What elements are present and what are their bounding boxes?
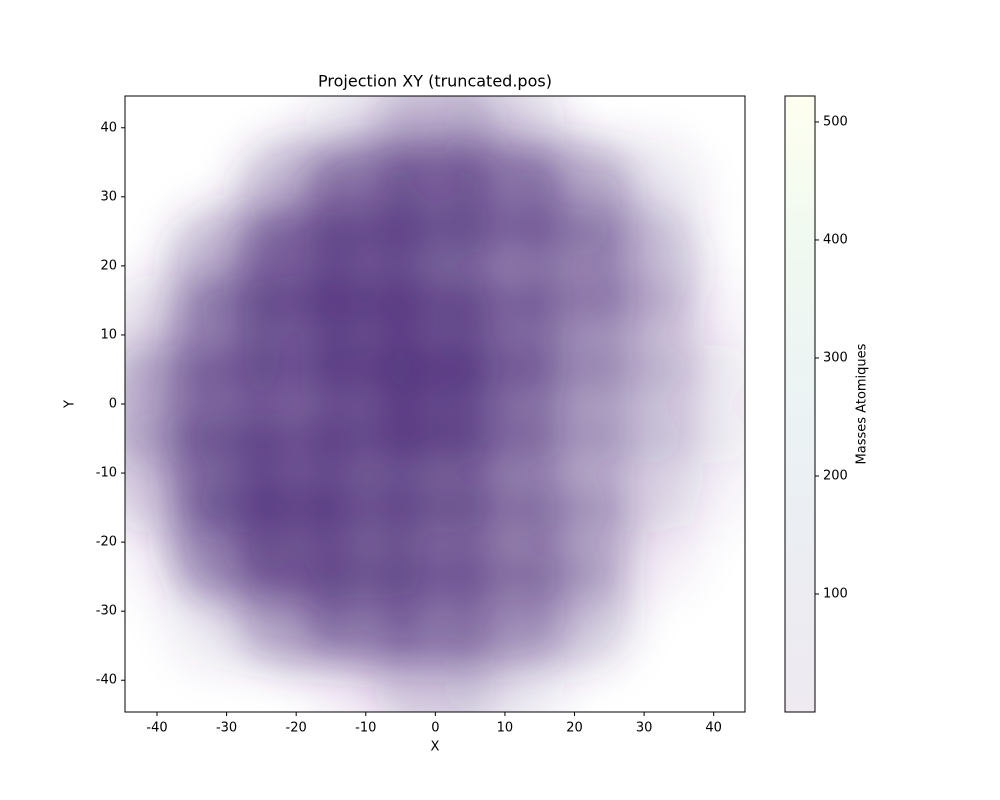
y-tick-label: -20 <box>96 535 117 550</box>
x-tick-label: 0 <box>431 721 439 736</box>
x-tick-label: -30 <box>216 721 237 736</box>
colorbar-tick-label: 100 <box>823 586 848 601</box>
y-tick-label: -30 <box>96 604 117 619</box>
y-axis-label: Y <box>63 400 78 409</box>
y-tick-label: 40 <box>100 120 117 135</box>
colorbar-tick-label: 400 <box>823 232 848 247</box>
y-tick-label: -10 <box>96 466 117 481</box>
x-tick-label: 30 <box>636 721 653 736</box>
colorbar-tick-label: 500 <box>823 114 848 129</box>
x-tick-label: 40 <box>705 721 722 736</box>
x-tick-label: 20 <box>566 721 583 736</box>
x-tick-label: 10 <box>497 721 514 736</box>
x-tick-label: -10 <box>355 721 376 736</box>
y-tick-label: 10 <box>100 327 117 342</box>
density-cloud <box>445 621 565 712</box>
colorbar-label: Masses Atomiques <box>855 343 870 464</box>
x-tick-label: -40 <box>146 721 167 736</box>
chart-title: Projection XY (truncated.pos) <box>318 72 552 91</box>
colorbar-tick-label: 200 <box>823 468 848 483</box>
y-tick-label: 30 <box>100 189 117 204</box>
x-axis-label: X <box>431 740 440 755</box>
colorbar <box>784 95 816 713</box>
colorbar-tick-label: 300 <box>823 350 848 365</box>
y-tick-label: 0 <box>109 397 117 412</box>
x-tick-label: -20 <box>286 721 307 736</box>
point-cloud <box>125 96 745 712</box>
y-tick-label: -40 <box>96 673 117 688</box>
y-tick-label: 20 <box>100 258 117 273</box>
